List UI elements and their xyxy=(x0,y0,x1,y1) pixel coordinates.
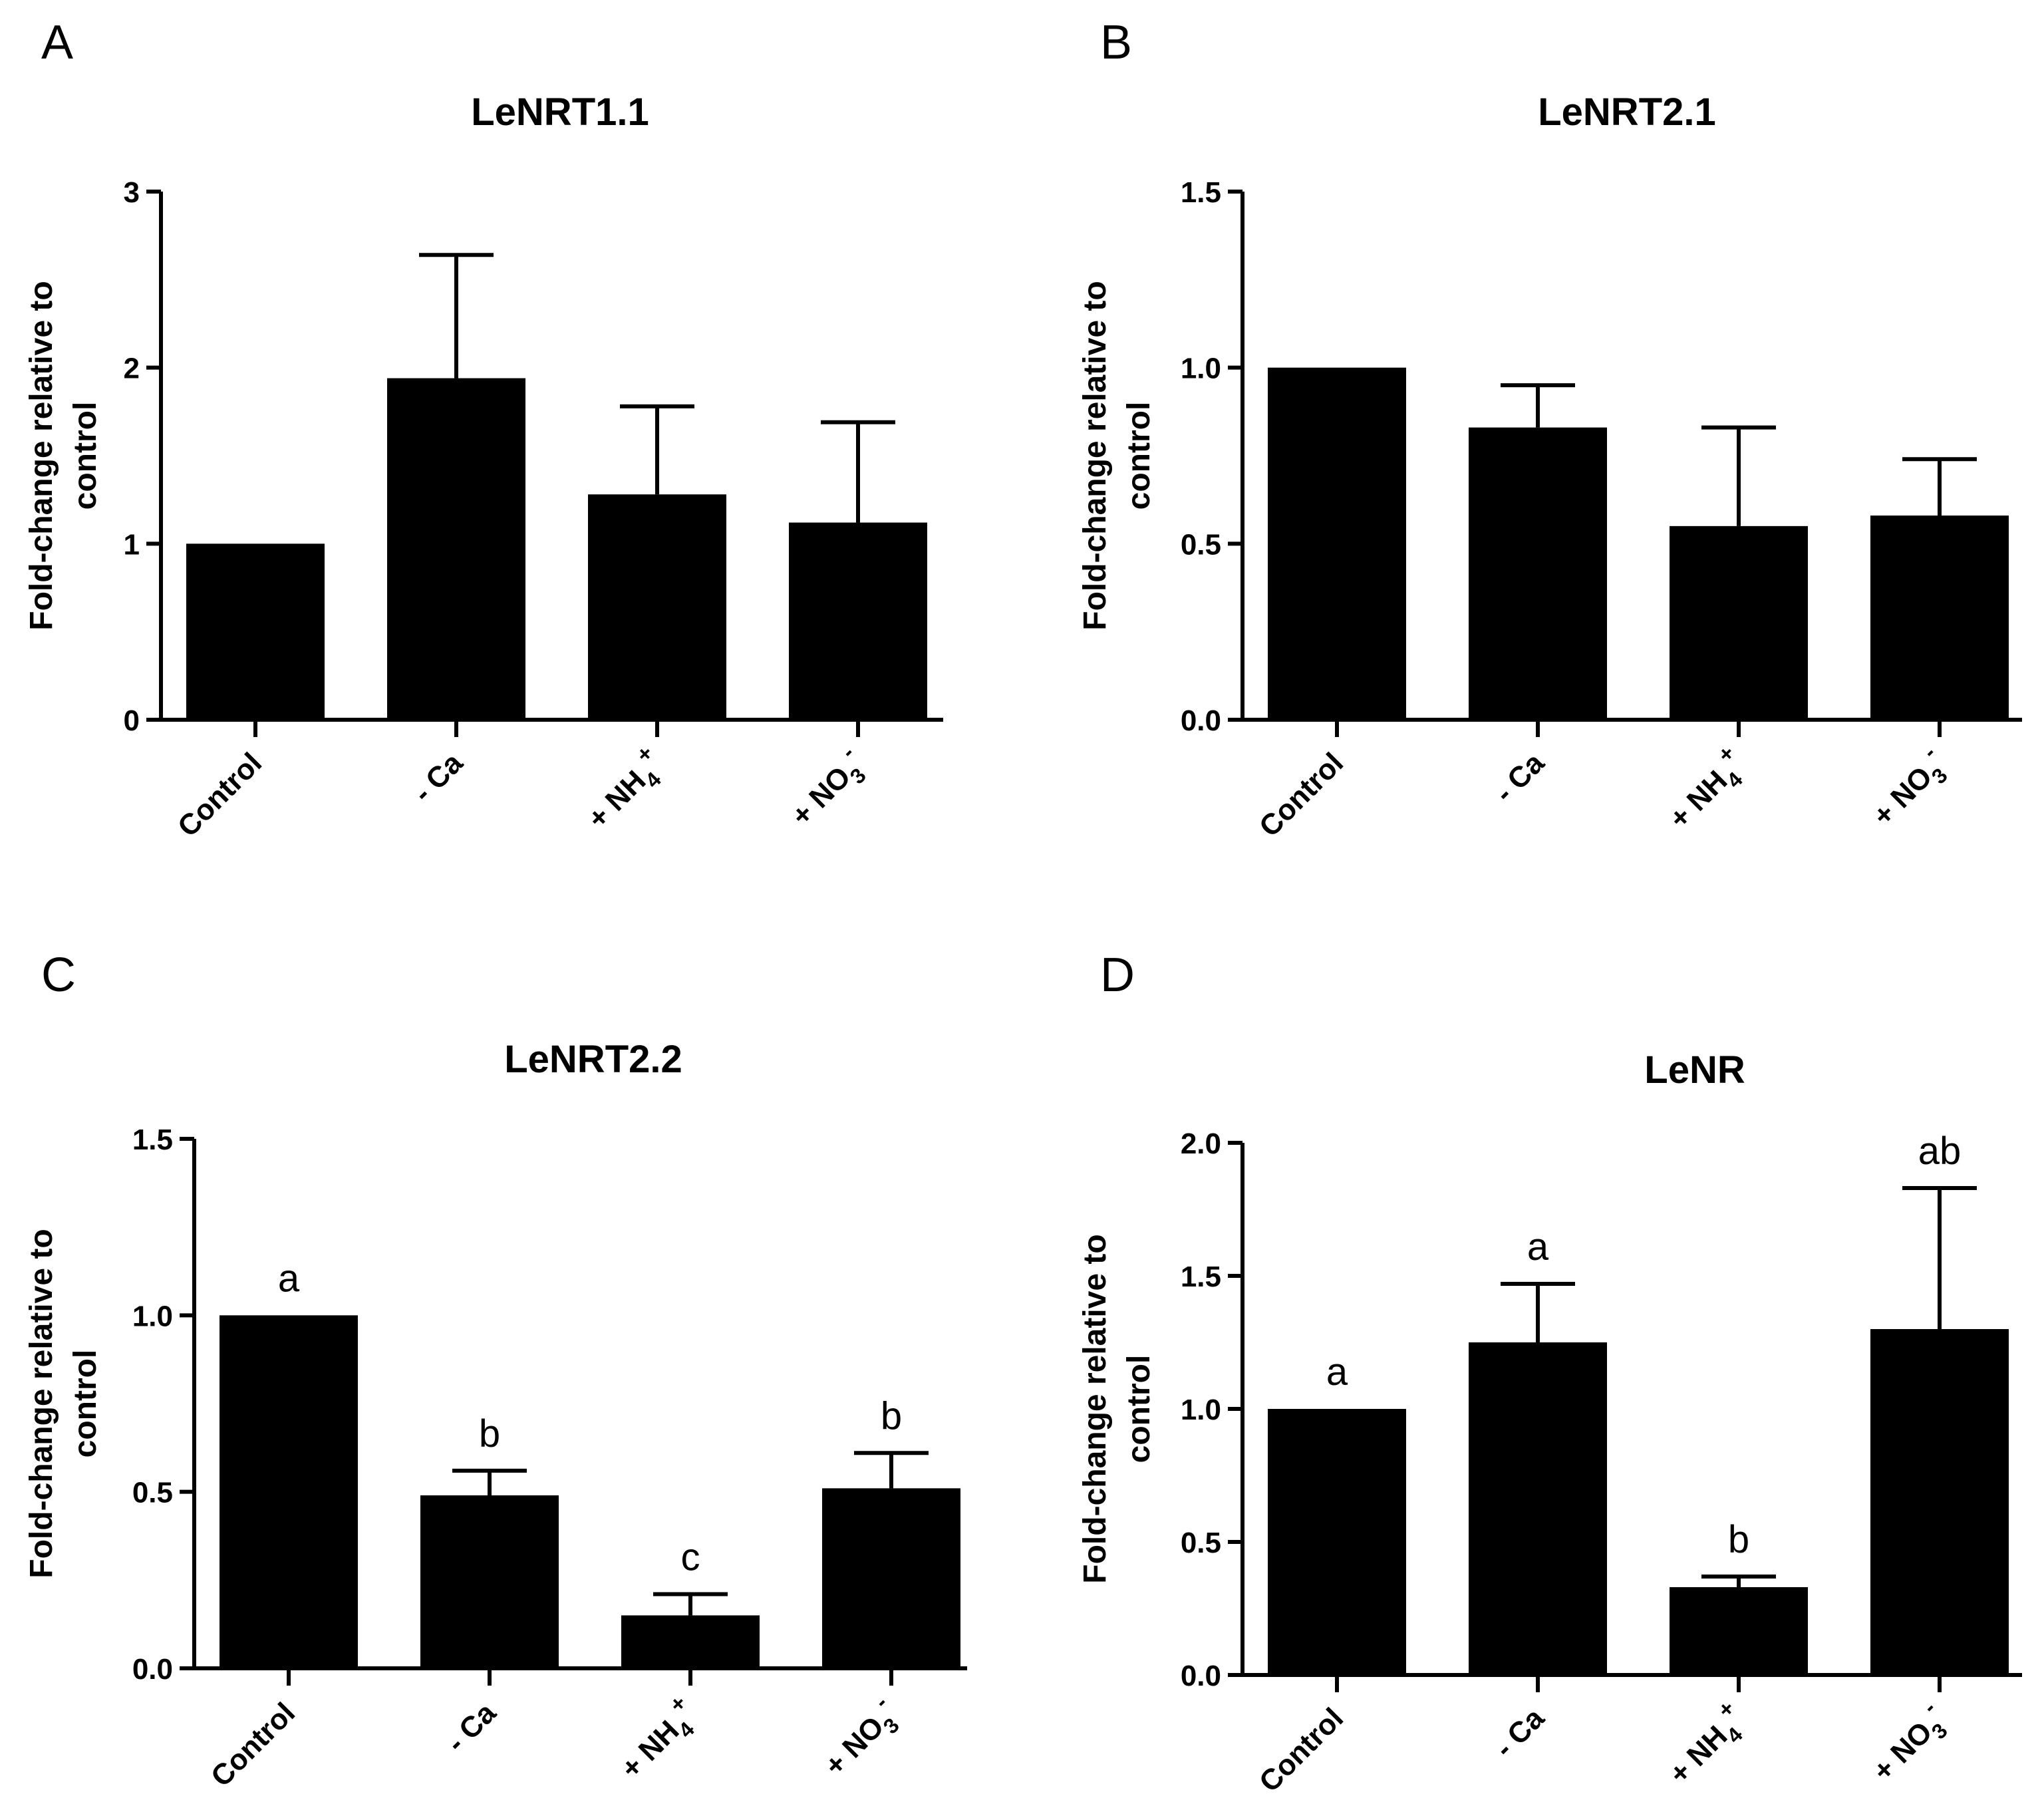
x-category-main: Control xyxy=(205,1696,301,1793)
y-tick-label: 2.0 xyxy=(1181,1128,1221,1160)
panel-letter: B xyxy=(1100,16,1132,69)
x-category-label: + NH4+ xyxy=(1657,1696,1757,1795)
bar xyxy=(219,1315,358,1668)
bar xyxy=(1268,367,1406,720)
y-axis-label-line2: control xyxy=(1121,1355,1157,1463)
bar xyxy=(387,378,525,720)
x-category-label: + NO3- xyxy=(812,1690,909,1787)
chart-title: LeNR xyxy=(1644,1048,1745,1092)
y-tick-label: 2 xyxy=(124,353,140,385)
bar xyxy=(789,522,927,720)
x-category-superscript: - xyxy=(1918,740,1941,764)
bar xyxy=(621,1615,760,1668)
significance-letter: b xyxy=(881,1394,902,1438)
chart-title: LeNRT1.1 xyxy=(471,90,649,134)
chart-panel-c: C LeNRT2.2 Fold-change relative to control 0… xyxy=(24,949,967,1793)
x-category-label: Control xyxy=(172,746,268,843)
y-axis-label-line2: control xyxy=(68,402,103,510)
chart-panel-a: A LeNRT1.1 Fold-change relative to control 0… xyxy=(24,16,943,843)
bar xyxy=(1670,1587,1808,1675)
bar xyxy=(588,494,726,720)
y-axis-label: Fold-change relative to control xyxy=(1078,1234,1157,1583)
x-category-label: + NH4+ xyxy=(609,1690,708,1790)
y-tick-label: 1.5 xyxy=(132,1124,173,1156)
x-category-superscript: + xyxy=(1713,1696,1740,1723)
y-axis-label: Fold-change relative to control xyxy=(1078,281,1157,630)
y-axis-label: Fold-change relative to control xyxy=(24,281,103,630)
x-category-label: Control xyxy=(1253,746,1350,843)
x-category-label: - Ca xyxy=(440,1696,503,1759)
y-tick-label: 0.5 xyxy=(1181,528,1221,561)
y-axis-label: Fold-change relative to control xyxy=(24,1229,103,1578)
x-category-label: + NO3- xyxy=(1860,1696,1958,1793)
y-tick-label: 0.0 xyxy=(1181,1660,1221,1692)
y-tick-label: 3 xyxy=(124,176,140,209)
bar xyxy=(1870,1329,2009,1675)
x-category-label: Control xyxy=(205,1696,301,1793)
x-category-main: - Ca xyxy=(1489,746,1551,809)
chart-panel-d: D LeNR Fold-change relative to control 0.0 0.… xyxy=(1078,949,2022,1799)
panel-letter: A xyxy=(41,16,73,69)
y-axis-label-line2: control xyxy=(68,1350,103,1458)
y-tick-label: 0.0 xyxy=(1181,704,1221,737)
bar xyxy=(420,1495,559,1668)
y-tick-label: 1 xyxy=(124,528,140,561)
chart-title: LeNRT2.1 xyxy=(1538,90,1716,134)
significance-letter: a xyxy=(1527,1225,1549,1269)
y-axis-label-line1: Fold-change relative to xyxy=(1078,1234,1113,1583)
x-category-superscript: - xyxy=(836,740,859,764)
x-category-main: Control xyxy=(1253,1702,1350,1798)
y-tick-label: 1.0 xyxy=(1181,353,1221,385)
x-category-main: - Ca xyxy=(440,1696,503,1759)
x-category-superscript: - xyxy=(1918,1696,1941,1719)
x-category-label: + NO3- xyxy=(1860,740,1958,837)
y-tick-label: 1.5 xyxy=(1181,1261,1221,1293)
bar xyxy=(1469,427,1607,720)
y-axis-label-line1: Fold-change relative to xyxy=(1078,281,1113,630)
significance-letter: ab xyxy=(1918,1130,1962,1173)
bar xyxy=(1268,1409,1406,1675)
bar xyxy=(186,543,325,720)
x-category-label: - Ca xyxy=(1489,746,1551,809)
bar xyxy=(1870,515,2009,720)
bar xyxy=(1670,526,1808,720)
y-tick-label: 0.5 xyxy=(132,1477,173,1509)
significance-letter: c xyxy=(681,1536,700,1579)
y-tick-label: 1.0 xyxy=(1181,1394,1221,1426)
x-category-label: + NH4+ xyxy=(1657,740,1757,840)
y-tick-label: 0.5 xyxy=(1181,1527,1221,1559)
y-tick-label: 1.0 xyxy=(132,1300,173,1332)
y-axis-label-line2: control xyxy=(1121,402,1157,510)
y-tick-label: 0.0 xyxy=(132,1653,173,1686)
x-category-superscript: + xyxy=(664,1690,692,1718)
chart-panel-b: B LeNRT2.1 Fold-change relative to control 0… xyxy=(1078,16,2022,843)
x-category-superscript: - xyxy=(869,1690,893,1714)
y-tick-label: 1.5 xyxy=(1181,176,1221,209)
y-axis-label-line1: Fold-change relative to xyxy=(24,281,59,630)
y-tick-label: 0 xyxy=(124,704,140,737)
chart-title: LeNRT2.2 xyxy=(504,1038,682,1081)
significance-letter: a xyxy=(278,1257,300,1300)
x-category-main: Control xyxy=(1253,746,1350,843)
significance-letter: b xyxy=(1728,1518,1749,1561)
x-category-superscript: + xyxy=(631,740,658,768)
bar xyxy=(1469,1342,1607,1675)
y-axis-label-line1: Fold-change relative to xyxy=(24,1229,59,1578)
panel-letter: D xyxy=(1100,949,1135,1002)
x-category-main: - Ca xyxy=(1489,1702,1551,1764)
significance-letter: b xyxy=(479,1412,500,1455)
x-category-label: + NH4+ xyxy=(575,740,675,840)
x-category-superscript: + xyxy=(1713,740,1740,768)
x-category-main: Control xyxy=(172,746,268,843)
panel-letter: C xyxy=(41,949,76,1002)
x-category-main: - Ca xyxy=(407,746,470,809)
x-category-label: - Ca xyxy=(407,746,470,809)
x-category-label: - Ca xyxy=(1489,1702,1551,1764)
significance-letter: a xyxy=(1326,1350,1348,1394)
x-category-label: Control xyxy=(1253,1702,1350,1798)
x-category-label: + NO3- xyxy=(779,740,876,837)
bar xyxy=(822,1488,960,1668)
